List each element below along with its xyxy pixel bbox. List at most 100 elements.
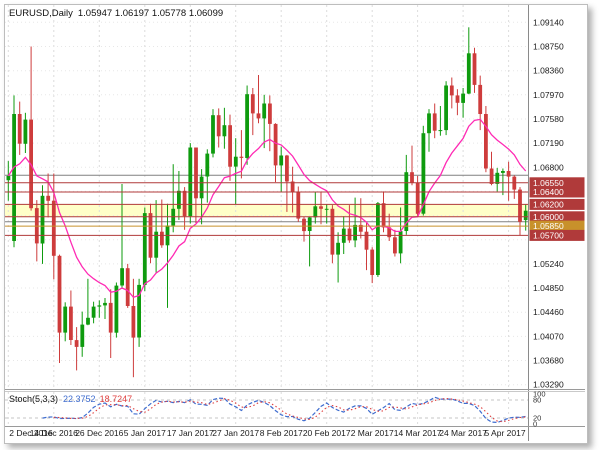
date-label: 2 Dec 2016: [9, 428, 53, 438]
date-label: 14 Dec 2016: [30, 428, 78, 438]
candle-body: [103, 302, 107, 306]
candle-body: [160, 231, 164, 246]
candle-body: [376, 203, 380, 275]
candle-body: [188, 147, 193, 217]
candle-body: [358, 224, 363, 232]
date-label: 17 Jan 2017: [167, 428, 214, 438]
candle-body: [250, 94, 255, 114]
candle-body: [319, 206, 323, 209]
date-label: 27 Jan 2017: [212, 428, 259, 438]
candle-body: [69, 306, 73, 340]
candle-body: [495, 172, 500, 184]
candle-body: [233, 156, 238, 167]
price-tick-label: 1.04070: [533, 331, 564, 341]
price-tick-label: 1.03680: [533, 356, 564, 366]
ma-line: [7, 118, 527, 299]
candle-body: [63, 306, 68, 333]
candle-body: [228, 125, 232, 167]
candle-body: [307, 217, 312, 231]
price-line-label-box[interactable]: [529, 220, 585, 232]
candle-body: [501, 171, 505, 173]
stoch-scale-label: 100: [533, 390, 546, 399]
chart-background[interactable]: [5, 5, 585, 441]
price-line-label[interactable]: 1.05850: [533, 221, 564, 231]
candle-body: [489, 168, 494, 184]
candle-body: [46, 195, 51, 201]
candle-body: [194, 147, 198, 199]
price-chart-svg[interactable]: 1.03290 1.03680 1.04070 1.04460 1.04850 1.052…: [5, 5, 585, 441]
candle-body: [205, 153, 210, 177]
price-tick-label: 1.08360: [533, 66, 564, 76]
price-line-label[interactable]: 1.05700: [533, 230, 564, 240]
candle-body: [421, 133, 426, 214]
candle-body: [438, 130, 443, 132]
chart-window[interactable]: 1.03290 1.03680 1.04070 1.04460 1.04850 1.052…: [4, 4, 588, 444]
candle-body: [6, 175, 11, 181]
candle-body: [131, 306, 136, 338]
price-tick-label: 1.09140: [533, 17, 564, 27]
date-label: 8 Feb 2017: [260, 428, 303, 438]
stoch-scale-label: 20: [533, 414, 541, 423]
candle-body: [23, 119, 28, 144]
candle-body: [461, 93, 465, 103]
candle-body: [245, 94, 249, 158]
price-tick-label: 1.07190: [533, 138, 564, 148]
candle-body: [17, 114, 22, 144]
candle-body: [523, 210, 528, 221]
candle-body: [57, 255, 62, 333]
price-tick-label: 1.07580: [533, 114, 564, 124]
price-line-label[interactable]: 1.06000: [533, 212, 564, 222]
candle-body: [296, 192, 301, 219]
candle-body: [86, 317, 90, 325]
candle-body: [74, 340, 79, 347]
candle-body: [182, 190, 187, 217]
candle-body: [398, 231, 403, 254]
price-tick-label: 1.03290: [533, 380, 564, 390]
chart-symbol-timeframe: EURUSD,Daily: [9, 8, 73, 19]
candle-body: [97, 305, 102, 307]
price-line-label-box[interactable]: [529, 177, 585, 189]
price-axis: 1.03290 1.03680 1.04070 1.04460 1.04850 1.052…: [533, 17, 564, 389]
date-label: 26 Dec 2016: [75, 428, 123, 438]
price-line-label[interactable]: 1.06200: [533, 199, 564, 209]
price-line-label[interactable]: 1.06550: [533, 178, 564, 188]
highlight-band: [5, 204, 528, 217]
price-line-label-box[interactable]: [529, 186, 585, 198]
candle-body: [40, 195, 45, 244]
price-line-label-box[interactable]: [529, 198, 585, 210]
price-tick-label: 1.06800: [533, 162, 564, 172]
candle-body: [199, 176, 204, 199]
candle-body: [285, 155, 289, 182]
candle-body: [80, 324, 85, 347]
candle-body: [410, 172, 414, 183]
chart-title: EURUSD,Daily 1.05947 1.06197 1.05778 1.06…: [9, 8, 223, 19]
price-line-label-box[interactable]: [529, 211, 585, 223]
candle-body: [108, 302, 113, 333]
candle-body: [262, 103, 267, 119]
candle-body: [51, 200, 56, 256]
candle-body: [370, 249, 375, 275]
candle-body: [387, 227, 392, 238]
candle-body: [12, 114, 16, 241]
date-label: 24 Mar 2017: [439, 428, 487, 438]
candle-body: [432, 113, 437, 131]
date-label: 5 Apr 2017: [484, 428, 525, 438]
candle-body: [114, 285, 119, 333]
candle-body: [324, 208, 329, 210]
date-label: 14 Mar 2017: [394, 428, 442, 438]
price-line-label-box[interactable]: [529, 229, 585, 241]
stoch-name: Stoch(5,3,3): [9, 394, 58, 404]
candle-body: [353, 224, 357, 241]
candle-body: [336, 242, 340, 255]
stoch-d-line: [53, 397, 526, 423]
candle-body: [154, 231, 159, 258]
candle-body: [518, 189, 522, 222]
candle-body: [91, 306, 96, 318]
price-tick-label: 1.08750: [533, 42, 564, 52]
candle-body: [211, 115, 215, 154]
date-label: 5 Jan 2017: [124, 428, 166, 438]
candle-body: [142, 213, 147, 285]
candle-body: [313, 206, 318, 218]
candle-body: [290, 181, 295, 192]
price-line-label[interactable]: 1.06400: [533, 187, 564, 197]
